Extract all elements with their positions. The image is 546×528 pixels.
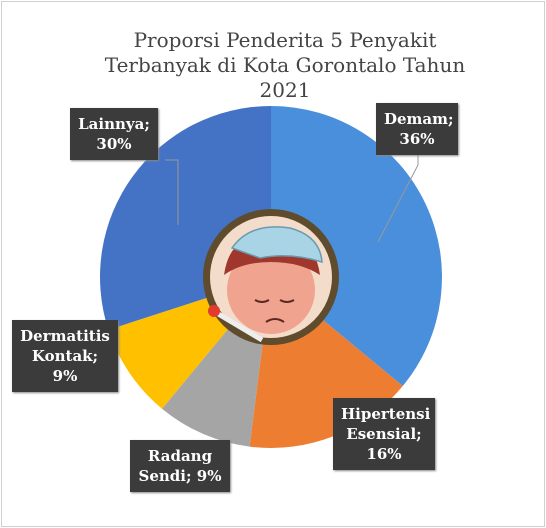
- data-label: Hipertensi Esensial; 16%: [333, 398, 435, 470]
- eyes: [254, 299, 295, 303]
- ice-pack: [230, 226, 323, 264]
- data-label: Radang Sendi; 9%: [130, 440, 230, 492]
- thermometer-bulb: [208, 305, 220, 317]
- label-value: 36%: [399, 130, 435, 148]
- data-label: Dermatitis Kontak; 9%: [12, 320, 118, 392]
- data-label: Demam; 36%: [376, 103, 458, 155]
- label-category: Hipertensi Esensial;: [341, 405, 431, 443]
- label-category: Radang Sendi;: [138, 447, 213, 485]
- thermometer: [213, 309, 264, 343]
- label-category: Demam;: [384, 110, 454, 128]
- mouth: [265, 318, 285, 323]
- label-category: Lainnya;: [78, 115, 150, 133]
- label-value: 9%: [196, 467, 222, 485]
- label-value: 30%: [96, 135, 132, 153]
- face: [227, 246, 315, 334]
- label-value: 16%: [366, 445, 402, 463]
- slice: [271, 106, 442, 386]
- data-label: Lainnya; 30%: [70, 108, 158, 160]
- label-value: 9%: [52, 367, 78, 385]
- chart-title: Proporsi Penderita 5 Penyakit Terbanyak …: [104, 28, 466, 102]
- leader-line: [377, 152, 419, 243]
- leader-line: [165, 159, 179, 225]
- label-category: Dermatitis Kontak;: [20, 327, 110, 365]
